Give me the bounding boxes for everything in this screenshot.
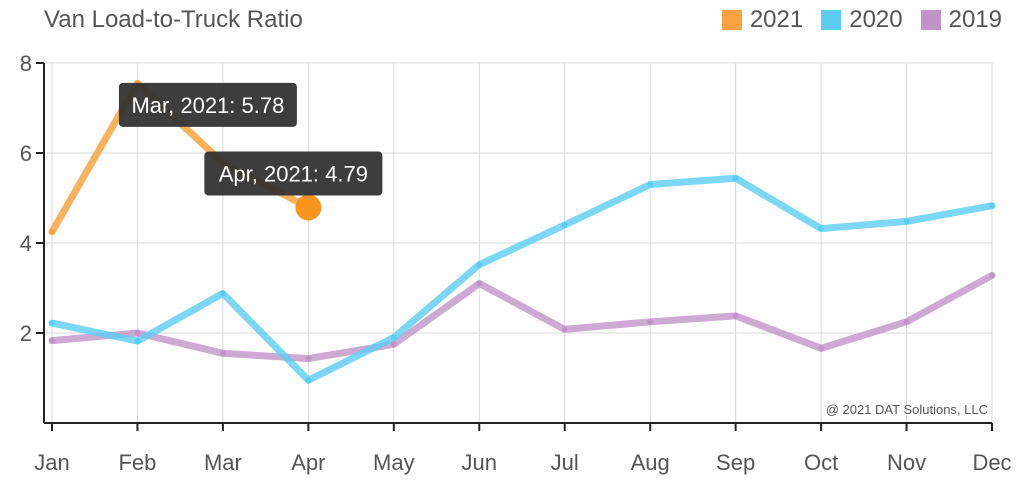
data-point-2021 <box>49 228 55 235</box>
series-layer <box>48 79 996 384</box>
x-tick-label: Jun <box>462 450 497 475</box>
legend-item-2020[interactable]: 2020 <box>821 6 903 34</box>
data-point-2019 <box>647 318 654 325</box>
data-point-2020 <box>305 377 312 384</box>
chart-legend: 2021 2020 2019 <box>721 6 1002 34</box>
data-point-2020 <box>134 338 141 345</box>
data-point-2019 <box>561 326 568 333</box>
x-tick-label: Oct <box>804 450 838 475</box>
legend-swatch-2019 <box>920 10 941 30</box>
chart-title: Van Load-to-Truck Ratio <box>44 6 303 33</box>
x-tick-label: Feb <box>118 450 156 475</box>
data-point-2019 <box>818 345 825 352</box>
tooltip-text: Apr, 2021: 4.79 <box>219 161 368 186</box>
data-point-2020 <box>476 261 483 268</box>
data-point-2020 <box>219 290 226 297</box>
credit-text: @ 2021 DAT Solutions, LLC <box>826 402 988 417</box>
legend-swatch-2021 <box>721 10 742 30</box>
data-point-2019 <box>305 355 312 362</box>
x-tick-label: Dec <box>972 450 1011 475</box>
x-tick-label: Mar <box>204 450 242 475</box>
data-point-2019 <box>390 341 397 348</box>
x-tick-label: Jul <box>551 450 579 475</box>
x-tick-label: Aug <box>631 450 670 475</box>
legend-label-2020: 2020 <box>849 6 903 33</box>
legend-label-2021: 2021 <box>749 6 804 33</box>
data-point-2020 <box>647 181 654 188</box>
x-tick-label: Apr <box>291 450 325 475</box>
data-point-2019 <box>476 280 483 287</box>
x-tick-label: May <box>373 450 415 475</box>
data-point-2019 <box>219 350 226 357</box>
tooltips-layer: Mar, 2021: 5.78 Apr, 2021: 4.79 <box>118 82 383 196</box>
data-point-2020 <box>390 334 397 341</box>
legend-item-2021[interactable]: 2021 <box>721 6 804 34</box>
y-tick-label: 2 <box>20 321 32 346</box>
data-point-2019 <box>134 330 141 336</box>
data-point-2020 <box>561 222 568 228</box>
y-tick-label: 4 <box>20 231 32 256</box>
data-point-2019 <box>903 318 910 325</box>
tooltip-box <box>118 82 297 127</box>
legend-item-2019[interactable]: 2019 <box>920 6 1002 34</box>
data-point-2020 <box>818 225 825 232</box>
grid <box>44 62 993 423</box>
data-point-2019 <box>989 272 995 279</box>
x-tick-label: Sep <box>716 450 755 475</box>
tooltip-text: Mar, 2021: 5.78 <box>131 93 284 118</box>
data-point-2019 <box>732 312 739 319</box>
tooltip-box <box>204 151 383 196</box>
series-line-2019 <box>48 271 996 363</box>
highlight-point <box>295 194 322 221</box>
series-line-2020 <box>48 174 996 384</box>
legend-swatch-2020 <box>821 10 842 30</box>
data-point-2020 <box>732 175 739 182</box>
data-point-2020 <box>49 320 55 327</box>
axes: 2 4 6 8 Jan Feb Mar Apr May Jun Jul Aug Sep Oct Nov Dec <box>20 51 1012 475</box>
legend-label-2019: 2019 <box>948 6 1002 33</box>
x-tick-label: Jan <box>34 450 69 475</box>
data-point-2020 <box>903 218 910 225</box>
data-point-2019 <box>49 337 55 344</box>
y-tick-label: 8 <box>20 51 32 76</box>
y-tick-label: 6 <box>20 141 32 166</box>
data-point-2020 <box>989 202 995 209</box>
x-tick-label: Nov <box>887 450 926 475</box>
